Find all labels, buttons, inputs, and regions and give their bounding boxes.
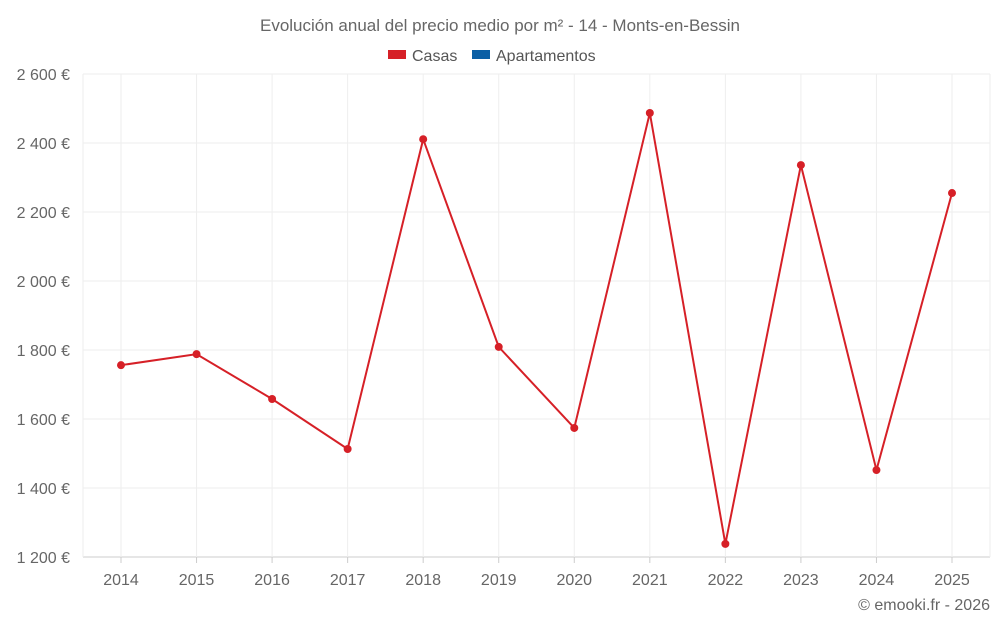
x-tick-label: 2024	[859, 572, 895, 589]
data-point	[872, 466, 881, 475]
data-point	[117, 361, 125, 370]
data-point	[494, 342, 503, 351]
legend-swatch-apartamentos	[472, 50, 490, 59]
x-tick-label: 2017	[330, 572, 366, 589]
data-point	[796, 161, 805, 170]
y-tick-label: 1 600 €	[17, 412, 70, 429]
data-point	[419, 135, 428, 144]
x-tick-label: 2015	[179, 572, 215, 589]
x-tick-label: 2022	[708, 572, 744, 589]
chart-title: Evolución anual del precio medio por m² …	[260, 16, 740, 35]
legend-label-casas: Casas	[412, 48, 457, 65]
x-tick-label: 2023	[783, 572, 819, 589]
x-tick-label: 2020	[556, 572, 592, 589]
data-point	[268, 394, 277, 403]
y-tick-label: 1 800 €	[17, 343, 70, 360]
data-point	[192, 350, 201, 359]
y-tick-label: 1 400 €	[17, 481, 70, 498]
data-point	[343, 445, 352, 454]
x-tick-label: 2021	[632, 572, 668, 589]
x-tick-label: 2018	[405, 572, 441, 589]
data-point	[948, 189, 956, 198]
y-tick-label: 2 400 €	[17, 136, 70, 153]
x-tick-label: 2019	[481, 572, 517, 589]
legend-casas[interactable]: Casas	[388, 48, 457, 65]
data-point	[645, 108, 654, 117]
data-point	[721, 539, 730, 548]
x-tick-label: 2025	[934, 572, 970, 589]
legend-swatch-casas	[388, 50, 406, 59]
series-line-casas	[120, 112, 953, 545]
credit: © emooki.fr - 2026	[858, 597, 990, 614]
legend-apartamentos[interactable]: Apartamentos	[472, 48, 596, 65]
y-tick-label: 2 000 €	[17, 274, 70, 291]
x-tick-label: 2014	[103, 572, 139, 589]
y-tick-label: 2 200 €	[17, 205, 70, 222]
x-tick-label: 2016	[254, 572, 290, 589]
y-tick-label: 1 200 €	[17, 550, 70, 567]
data-point	[570, 423, 579, 432]
legend-label-apartamentos: Apartamentos	[496, 48, 596, 65]
y-tick-label: 2 600 €	[17, 67, 70, 84]
